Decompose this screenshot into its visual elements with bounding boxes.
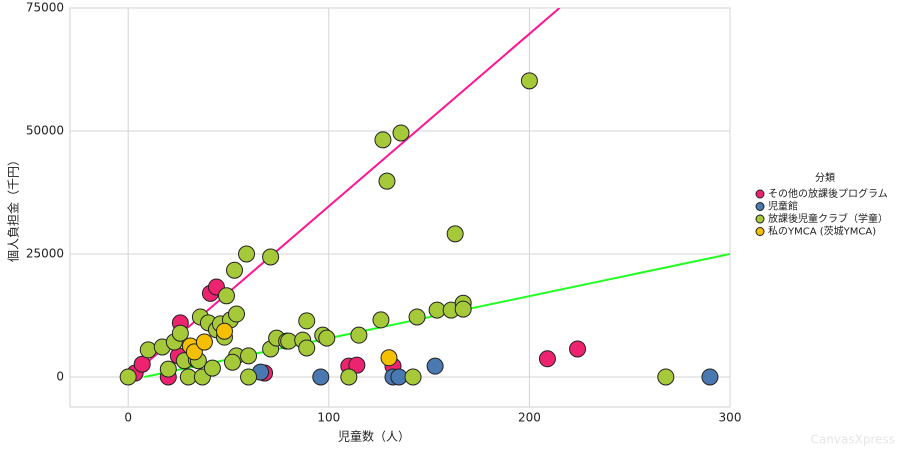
point (133, 355, 151, 373)
x-tick-label: 100 (317, 411, 340, 425)
legend-label: 児童館 (768, 200, 798, 213)
x-axis-label: 児童数（人） (338, 429, 410, 444)
point (225, 261, 243, 279)
point (340, 368, 358, 386)
legend-title: 分類 (815, 172, 835, 184)
x-tick-label: 300 (719, 411, 742, 425)
point (350, 326, 368, 344)
point (195, 333, 213, 351)
point (318, 329, 336, 347)
legend-marker (755, 202, 765, 211)
point (348, 356, 366, 374)
point (312, 368, 330, 386)
point (228, 305, 246, 323)
point (392, 124, 410, 142)
point (454, 300, 472, 318)
point (203, 359, 221, 377)
legend-marker (755, 214, 765, 224)
point (380, 349, 398, 367)
point (262, 248, 280, 266)
legend-label: その他の放課後プログラム (768, 187, 888, 200)
legend-label: 私のYMCA (茨城YMCA) (768, 225, 876, 238)
point (657, 368, 675, 386)
legend-label: 放課後児童クラブ（学童） (768, 212, 888, 225)
y-tick-label: 50000 (26, 123, 64, 137)
point (372, 311, 390, 329)
point (520, 72, 538, 90)
point (159, 360, 177, 378)
point (217, 287, 235, 305)
point (404, 368, 422, 386)
point (240, 368, 258, 386)
point (119, 368, 137, 386)
y-tick-label: 25000 (26, 246, 64, 260)
point (408, 308, 426, 326)
y-tick-label: 0 (56, 369, 64, 383)
legend-marker (755, 189, 765, 199)
watermark: CanvasXpress (811, 433, 895, 447)
point (378, 172, 396, 190)
point (446, 225, 464, 243)
point (238, 245, 256, 263)
point (139, 341, 157, 359)
y-axis-label: 個人負担金（千円） (6, 154, 21, 262)
x-tick-label: 0 (124, 411, 132, 425)
point (223, 353, 241, 371)
point (701, 368, 719, 386)
point (538, 350, 556, 368)
point (569, 340, 587, 358)
point (171, 324, 189, 342)
point (215, 322, 233, 340)
legend-marker (755, 227, 765, 236)
point (298, 312, 316, 330)
x-tick-label: 200 (518, 411, 541, 425)
point (240, 347, 258, 365)
point (298, 339, 316, 357)
point (374, 131, 392, 149)
y-tick-label: 75000 (26, 1, 64, 15)
point (426, 357, 444, 375)
